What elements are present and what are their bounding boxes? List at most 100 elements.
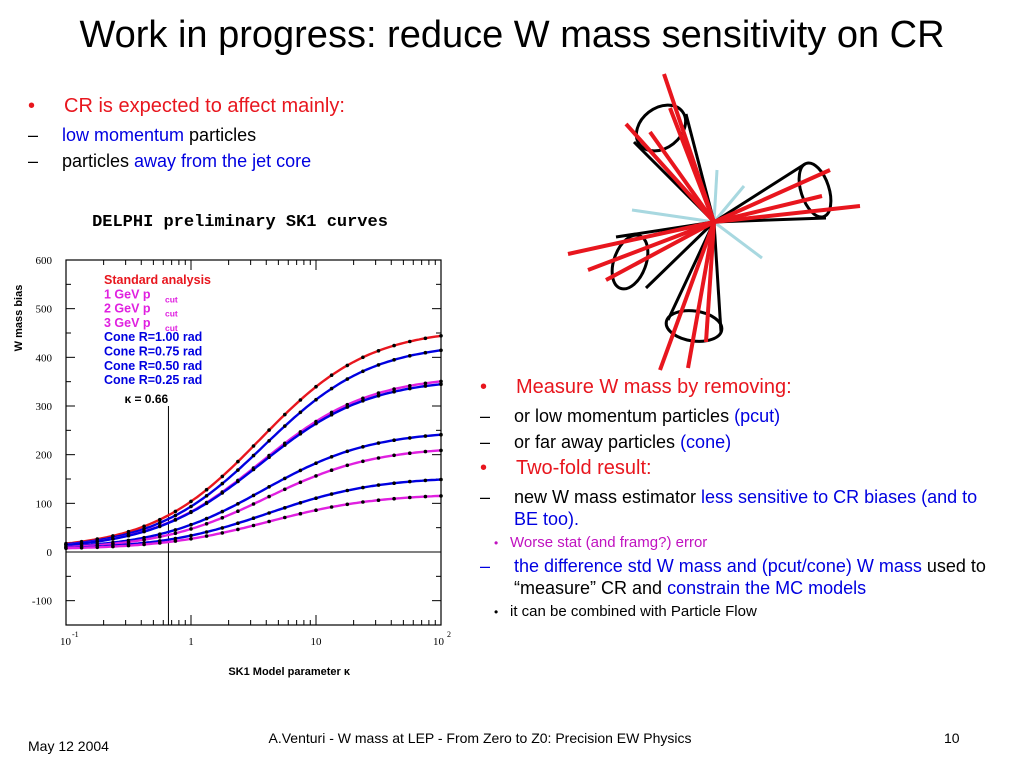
bullet-marker: •	[28, 95, 36, 117]
series-point	[298, 468, 303, 473]
x-axis-label: SK1 Model parameter κ	[228, 666, 351, 678]
series-point	[298, 410, 303, 415]
sub-bullet-highlight: away from the jet core	[134, 151, 312, 171]
series-point	[142, 537, 146, 542]
series-point	[298, 511, 303, 516]
red-track	[713, 168, 831, 224]
series-point	[283, 476, 287, 481]
sub-bullet-highlight: (cone)	[680, 432, 732, 452]
series-point	[204, 534, 209, 538]
y-tick-label: -100	[32, 596, 53, 608]
series-point	[298, 398, 303, 402]
series-point	[423, 434, 428, 438]
series-point	[189, 499, 193, 504]
light-track	[712, 185, 746, 223]
series-point	[345, 377, 350, 381]
series-point	[142, 529, 146, 534]
series-point	[376, 456, 381, 460]
bullet-marker: •	[480, 457, 488, 479]
series-point	[298, 480, 303, 485]
series-point	[64, 546, 68, 551]
series-point	[361, 500, 365, 504]
sub-sub-bullet-worse-stat: • Worse stat (and framg?) error	[480, 534, 1000, 551]
legend-subscript: cut	[165, 294, 178, 304]
series-point	[298, 432, 303, 436]
legend-entry: Cone R=0.75 rad	[104, 345, 202, 359]
series-point	[126, 543, 131, 548]
series-point	[345, 449, 350, 454]
red-track	[713, 204, 861, 224]
series-point	[439, 348, 443, 353]
legend-subscript: cut	[165, 309, 178, 319]
red-track	[686, 221, 716, 369]
sub-bullet-low-momentum: – low momentum particles	[28, 124, 448, 146]
series-point	[439, 477, 443, 482]
series-point	[220, 491, 225, 495]
series-point	[283, 506, 287, 510]
jet-cone-edge	[712, 221, 723, 333]
left-bullet-list: • CR is expected to affect mainly: – low…	[28, 95, 448, 176]
series-point	[204, 522, 209, 526]
sub-bullet-low-momentum-removal: – or low momentum particles (pcut)	[480, 405, 1000, 427]
series-point	[236, 468, 240, 472]
series-point	[361, 485, 365, 490]
series-point	[111, 537, 115, 541]
series-point	[220, 474, 225, 479]
red-track	[605, 220, 715, 282]
series-point	[392, 438, 396, 442]
series-point	[126, 533, 131, 538]
series-point	[204, 516, 209, 521]
light-track	[631, 208, 715, 224]
dash-marker: –	[28, 151, 39, 171]
legend-entry: Cone R=0.50 rad	[104, 359, 202, 373]
series-point	[298, 501, 303, 505]
series-point	[220, 531, 225, 535]
series-point	[408, 384, 412, 388]
legend-entry: 3 GeV p	[104, 316, 151, 330]
sub-sub-bullet-particle-flow: • it can be combined with Particle Flow	[480, 603, 1000, 620]
slide-title: Work in progress: reduce W mass sensitiv…	[79, 14, 945, 56]
series-point	[251, 493, 256, 498]
sub-bullet-text: particles	[62, 151, 135, 171]
bullet-marker: •	[494, 536, 499, 550]
series-point	[329, 386, 334, 391]
series-point	[236, 479, 240, 484]
bullet-text: Two-fold result:	[516, 457, 652, 479]
cone-lines	[631, 169, 763, 260]
series-point	[95, 539, 100, 544]
series-point	[423, 336, 428, 341]
y-tick-label: 600	[36, 255, 53, 267]
series-point	[220, 481, 225, 486]
dash-marker: –	[28, 125, 39, 145]
series-point	[314, 474, 318, 478]
series-point	[408, 354, 412, 358]
series-point	[361, 445, 365, 449]
series-point	[158, 535, 162, 539]
series-point	[220, 509, 225, 514]
series-point	[392, 496, 396, 501]
series-point	[158, 541, 162, 545]
series-point	[392, 453, 396, 458]
sub-bullet-text: particles	[184, 125, 257, 145]
series-point	[251, 502, 256, 506]
series-point	[423, 381, 428, 386]
footer-page-number: 10	[944, 730, 960, 746]
series-point	[283, 424, 287, 428]
series-point	[439, 382, 443, 386]
series-point	[173, 539, 178, 543]
y-tick-label: 100	[36, 498, 53, 510]
series-point	[79, 546, 84, 550]
sub-bullet-highlight: (pcut)	[734, 406, 781, 426]
series-point	[111, 544, 115, 549]
series-point	[267, 455, 271, 459]
series-point	[236, 459, 240, 464]
footer-date: May 12 2004	[28, 738, 109, 754]
red-track	[713, 194, 823, 224]
sub-bullet-away-from-core: – particles away from the jet core	[28, 150, 448, 172]
series-point	[189, 510, 193, 515]
sub-bullet-highlight: low momentum	[62, 125, 185, 145]
plot-frame	[65, 259, 442, 626]
series-point	[283, 443, 287, 447]
series-point	[345, 488, 350, 493]
kappa-marker-label: κ = 0.66	[124, 392, 168, 406]
